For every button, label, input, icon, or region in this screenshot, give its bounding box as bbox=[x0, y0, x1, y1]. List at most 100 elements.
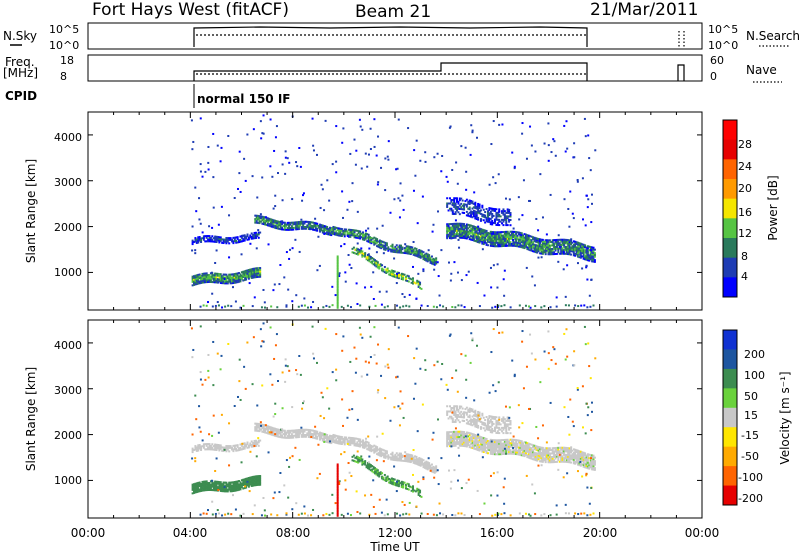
power-echo bbox=[332, 232, 335, 235]
velocity-echo bbox=[460, 410, 463, 413]
power-echo bbox=[518, 304, 521, 307]
power-echo bbox=[489, 241, 492, 244]
velocity-echo bbox=[347, 441, 350, 444]
velocity-echo bbox=[219, 488, 222, 491]
power-echo bbox=[336, 232, 339, 235]
velocity-echo bbox=[256, 476, 259, 479]
power-cbar-tick-4: 4 bbox=[741, 270, 748, 283]
velocity-echo bbox=[262, 427, 265, 430]
velocity-echo bbox=[268, 427, 271, 430]
velocity-echo bbox=[256, 482, 259, 485]
velocity-echo bbox=[546, 449, 549, 452]
velocity-echo bbox=[577, 463, 580, 466]
power-echo bbox=[309, 226, 312, 229]
velocity-echo bbox=[229, 483, 232, 486]
power-echo bbox=[520, 244, 523, 247]
power-echo bbox=[464, 233, 467, 236]
velocity-echo bbox=[239, 486, 242, 489]
power-echo bbox=[252, 273, 255, 276]
power-echo bbox=[225, 237, 228, 240]
velocity-echo bbox=[557, 457, 560, 460]
velocity-echo bbox=[417, 492, 420, 495]
velocity-echo bbox=[481, 443, 484, 446]
velocity-echo bbox=[463, 443, 466, 446]
velocity-echo bbox=[498, 331, 501, 334]
power-echo bbox=[485, 233, 488, 236]
power-echo bbox=[239, 240, 242, 243]
velocity-echo bbox=[447, 443, 450, 446]
power-echo bbox=[577, 248, 580, 251]
power-echo bbox=[513, 165, 516, 168]
velocity-echo bbox=[247, 480, 250, 483]
power-echo bbox=[385, 268, 388, 271]
power-echo bbox=[238, 272, 241, 275]
power-echo bbox=[191, 148, 194, 151]
velocity-echo bbox=[426, 461, 429, 464]
velocity-echo bbox=[562, 458, 565, 461]
power-echo bbox=[228, 277, 231, 280]
power-echo bbox=[477, 208, 480, 211]
power-echo bbox=[428, 257, 431, 260]
power-echo bbox=[233, 276, 236, 279]
velocity-echo bbox=[311, 429, 314, 432]
velocity-echo bbox=[198, 447, 201, 450]
power-echo bbox=[579, 244, 582, 247]
velocity-echo bbox=[474, 418, 477, 421]
velocity-echo bbox=[544, 454, 547, 457]
power-echo bbox=[297, 305, 300, 308]
power-echo bbox=[382, 270, 385, 273]
power-echo bbox=[378, 290, 381, 293]
velocity-echo bbox=[419, 494, 422, 497]
power-echo bbox=[239, 275, 242, 278]
velocity-echo bbox=[366, 465, 369, 468]
power-echo bbox=[253, 272, 256, 275]
power-echo bbox=[336, 271, 339, 274]
velocity-echo bbox=[541, 450, 544, 453]
power-echo bbox=[397, 251, 400, 254]
power-echo bbox=[368, 305, 371, 308]
velocity-echo bbox=[273, 491, 276, 494]
velocity-echo bbox=[262, 425, 265, 428]
velocity-echo bbox=[211, 446, 214, 449]
velocity-echo bbox=[543, 459, 546, 462]
velocity-echo bbox=[562, 457, 565, 460]
power-echo bbox=[295, 223, 298, 226]
power-echo bbox=[484, 238, 487, 241]
velocity-echo bbox=[530, 457, 533, 460]
power-echo bbox=[539, 173, 542, 176]
power-echo bbox=[495, 208, 498, 211]
power-echo bbox=[506, 215, 509, 218]
velocity-echo bbox=[247, 485, 250, 488]
power-echo bbox=[324, 232, 327, 235]
velocity-echo bbox=[384, 455, 387, 458]
velocity-echo bbox=[219, 447, 222, 450]
velocity-echo bbox=[243, 444, 246, 447]
power-echo bbox=[591, 246, 594, 249]
velocity-echo bbox=[217, 431, 220, 434]
power-echo bbox=[416, 281, 419, 284]
power-echo bbox=[411, 251, 414, 254]
velocity-echo bbox=[238, 487, 241, 490]
power-echo bbox=[468, 201, 471, 204]
velocity-echo bbox=[289, 435, 292, 438]
velocity-echo bbox=[460, 442, 463, 445]
velocity-echo bbox=[471, 447, 474, 450]
velocity-echo bbox=[194, 491, 197, 494]
velocity-echo bbox=[591, 464, 594, 467]
velocity-echo bbox=[484, 441, 487, 444]
velocity-echo bbox=[215, 447, 218, 450]
velocity-echo bbox=[245, 479, 248, 482]
power-echo bbox=[290, 228, 293, 231]
velocity-echo bbox=[257, 426, 260, 429]
power-echo bbox=[399, 274, 402, 277]
velocity-echo bbox=[588, 464, 591, 467]
velocity-echo bbox=[350, 442, 353, 445]
velocity-echo bbox=[256, 480, 259, 483]
velocity-echo bbox=[272, 434, 275, 437]
velocity-echo bbox=[292, 436, 295, 439]
power-echo bbox=[242, 275, 245, 278]
velocity-echo bbox=[495, 446, 498, 449]
power-echo bbox=[578, 256, 581, 259]
velocity-echo bbox=[366, 373, 369, 376]
velocity-echo bbox=[402, 416, 405, 419]
